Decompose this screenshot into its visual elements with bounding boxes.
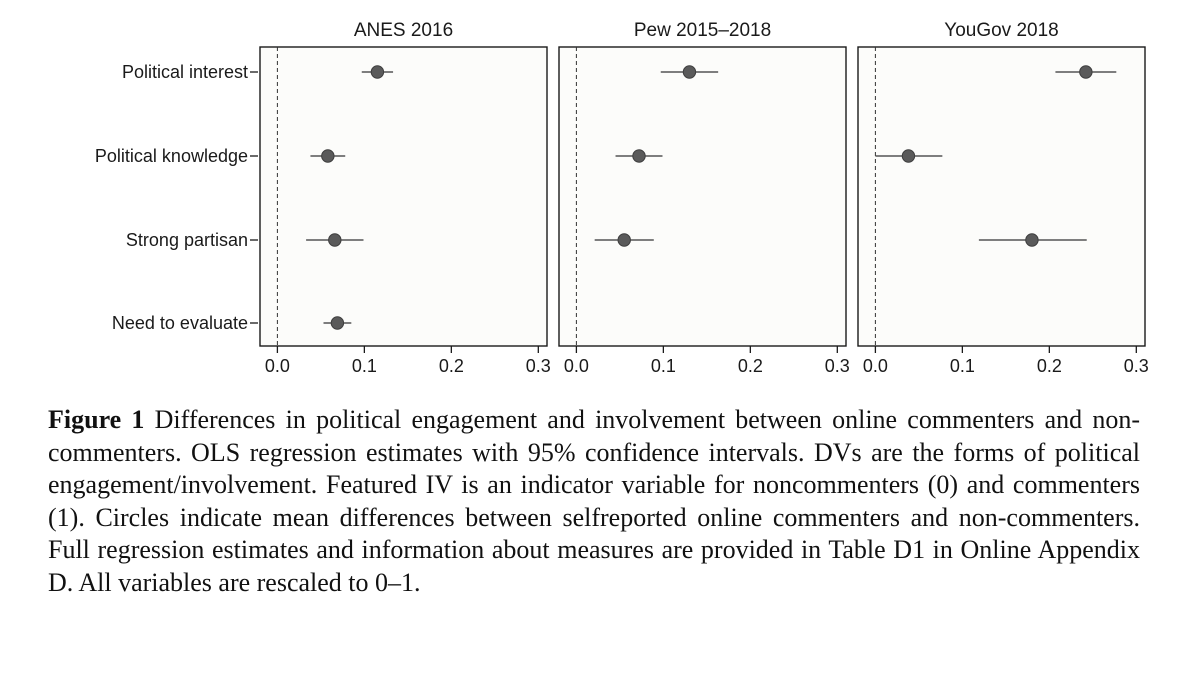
point-yougov-2018-strong-partisan: [1025, 233, 1039, 247]
point-anes-2016-political-knowledge: [321, 149, 335, 163]
x-tick-label-pew-2015-2018-2: 0.2: [738, 356, 763, 376]
x-tick-label-yougov-2018-2: 0.2: [1037, 356, 1062, 376]
row-label-political-knowledge: Political knowledge: [95, 146, 248, 166]
x-tick-label-anes-2016-3: 0.3: [526, 356, 551, 376]
point-anes-2016-political-interest: [370, 65, 385, 79]
figure-chart: Political interest Political knowledge Str…: [95, 20, 1149, 376]
point-pew-2015-2018-strong-partisan: [617, 233, 631, 247]
panel-title-anes-2016: ANES 2016: [354, 20, 453, 41]
x-tick-label-anes-2016-1: 0.1: [352, 356, 377, 376]
x-tick-label-pew-2015-2018-3: 0.3: [825, 356, 850, 376]
panel-title-yougov-2018: YouGov 2018: [944, 20, 1058, 41]
x-tick-label-anes-2016-0: 0.0: [265, 356, 290, 376]
x-tick-label-pew-2015-2018-1: 0.1: [651, 356, 676, 376]
row-label-need-to-evaluate: Need to evaluate: [112, 313, 248, 333]
row-label-political-interest: Political interest: [122, 62, 248, 82]
panel-frame-yougov-2018: [857, 46, 1146, 347]
panel-title-pew-2015-2018: Pew 2015–2018: [634, 20, 771, 41]
panel-frame-pew-2015-2018: [558, 46, 847, 347]
coefficient-plot: Political interest Political knowledge Str…: [95, 20, 1149, 376]
point-yougov-2018-political-interest: [1079, 65, 1093, 79]
point-anes-2016-need-to-evaluate: [330, 316, 345, 330]
point-pew-2015-2018-political-knowledge: [632, 149, 646, 163]
x-tick-label-yougov-2018-3: 0.3: [1124, 356, 1149, 376]
figure-label: Figure 1: [48, 405, 145, 434]
caption-text: Differences in political engagement and …: [48, 405, 1140, 597]
x-tick-label-pew-2015-2018-0: 0.0: [564, 356, 589, 376]
x-tick-label-yougov-2018-0: 0.0: [863, 356, 888, 376]
panel-frame-anes-2016: [259, 46, 548, 347]
point-anes-2016-strong-partisan: [328, 233, 342, 247]
point-yougov-2018-political-knowledge: [901, 149, 916, 163]
figure-caption: Figure 1 Differences in political engage…: [48, 404, 1140, 599]
point-pew-2015-2018-political-interest: [682, 65, 697, 79]
row-label-strong-partisan: Strong partisan: [126, 230, 248, 250]
x-tick-label-yougov-2018-1: 0.1: [950, 356, 975, 376]
x-tick-label-anes-2016-2: 0.2: [439, 356, 464, 376]
